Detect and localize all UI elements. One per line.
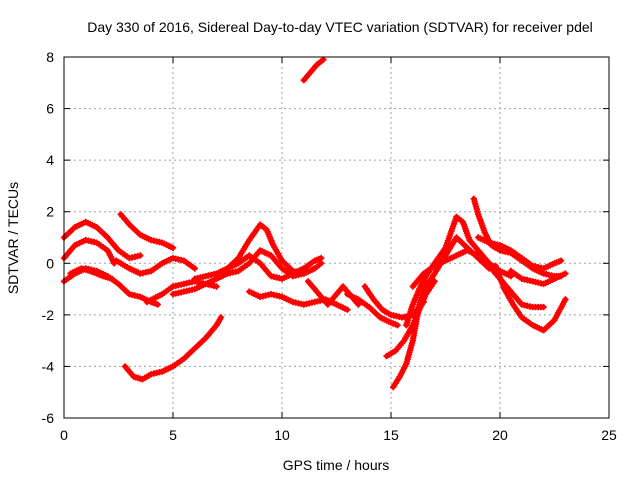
- x-tick-label: 10: [274, 427, 290, 443]
- x-tick-label: 15: [383, 427, 399, 443]
- series-s22: [475, 234, 565, 272]
- series-markers: [507, 267, 569, 288]
- series-markers: [117, 211, 177, 251]
- series-s5: [117, 211, 177, 251]
- series-markers: [246, 288, 351, 313]
- series-markers: [224, 252, 325, 282]
- series-markers: [67, 265, 116, 282]
- series-s23: [492, 262, 569, 334]
- y-tick-label: 8: [46, 49, 54, 65]
- y-axis-label: SDTVAR / TECUs: [5, 182, 21, 294]
- series-s11: [224, 252, 325, 282]
- y-tick-label: 4: [46, 152, 54, 168]
- y-tick-label: -2: [42, 307, 55, 323]
- series-s8: [121, 314, 225, 383]
- series-markers: [492, 262, 569, 334]
- y-tick-label: 2: [46, 204, 54, 220]
- y-tick-label: -6: [42, 410, 55, 426]
- y-tick-label: 0: [46, 255, 54, 271]
- grid: [64, 57, 609, 418]
- x-tick-label: 20: [492, 427, 508, 443]
- series-markers: [113, 254, 198, 277]
- series-s6: [113, 254, 198, 277]
- ticks: 0 5 10 15 20 25 -6 -4 -2 0 2 4 6 8: [42, 49, 617, 443]
- series-s4: [67, 265, 116, 282]
- plot-frame: [63, 56, 610, 419]
- series-layer: [60, 56, 569, 391]
- x-tick-label: 5: [169, 427, 177, 443]
- series-markers: [300, 56, 327, 84]
- series-s1: [60, 218, 144, 262]
- series-s15: [344, 291, 401, 329]
- series-s24: [507, 267, 569, 288]
- series-s9: [169, 247, 307, 298]
- y-tick-label: -4: [42, 358, 55, 374]
- x-tick-label: 0: [60, 427, 68, 443]
- chart-title: Day 330 of 2016, Sidereal Day-to-day VTE…: [87, 19, 593, 35]
- series-markers: [475, 234, 565, 272]
- series-markers: [344, 291, 401, 329]
- x-tick-label: 25: [601, 427, 617, 443]
- series-s10: [191, 221, 325, 282]
- series-markers: [121, 314, 225, 383]
- y-tick-label: 6: [46, 101, 54, 117]
- x-axis-label: GPS time / hours: [283, 457, 390, 473]
- series-s14: [300, 56, 327, 84]
